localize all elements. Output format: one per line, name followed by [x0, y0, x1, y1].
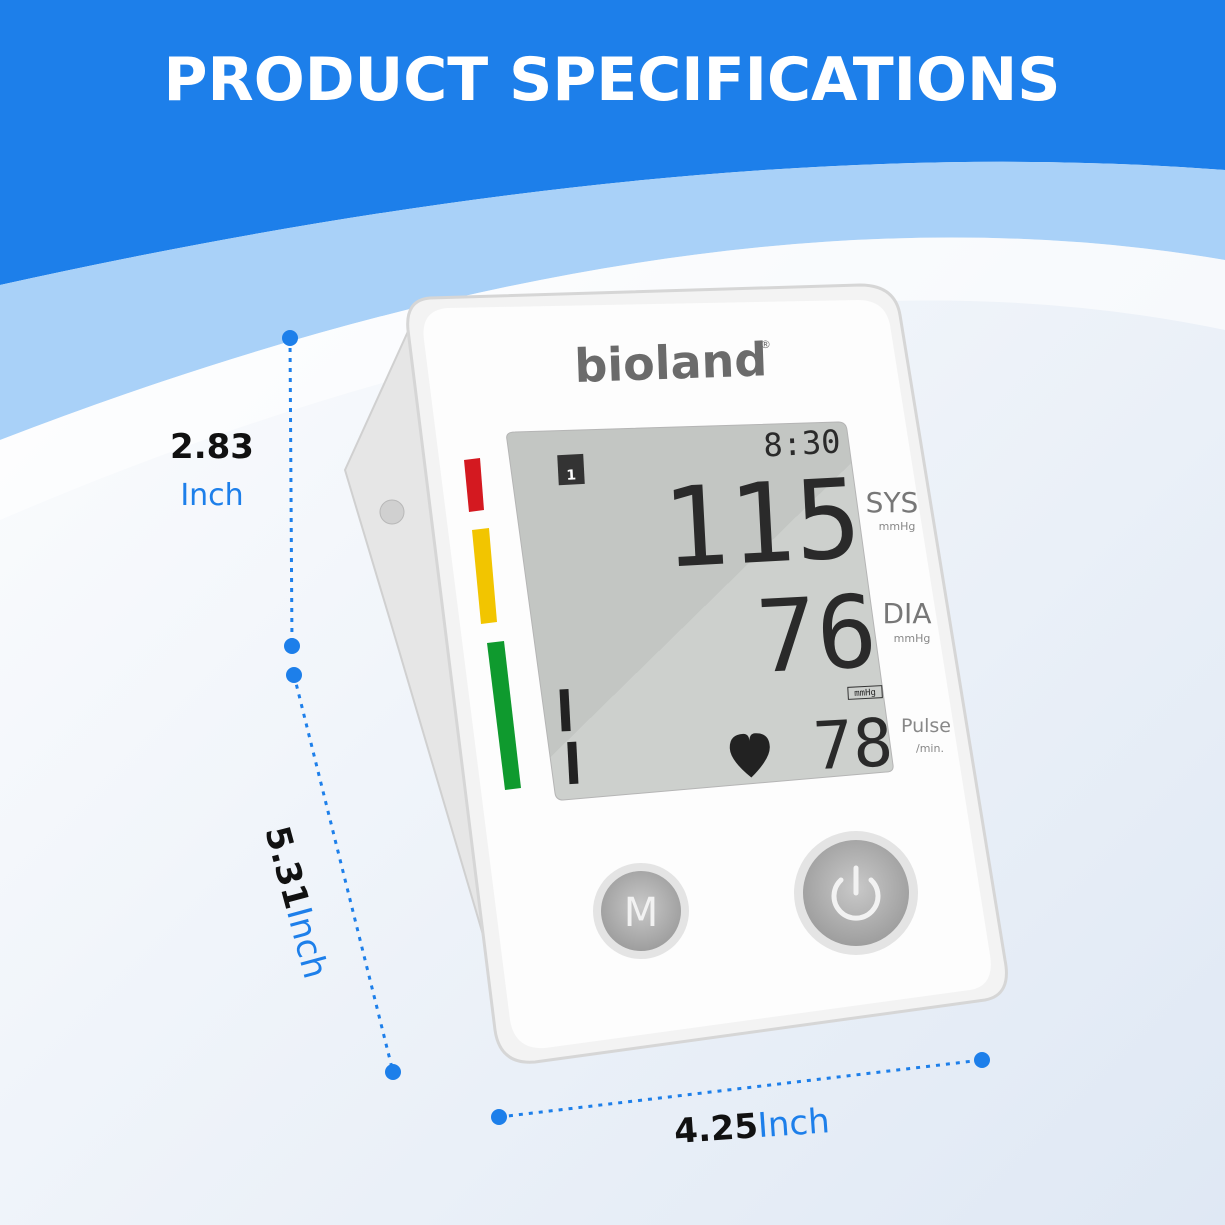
- brand: bioland: [573, 332, 768, 393]
- dim-unit: Inch: [180, 478, 243, 513]
- pulse-label: Pulse: [901, 715, 951, 737]
- dim-text: 4.25Inch: [673, 1101, 831, 1152]
- sys-label: SYS: [866, 486, 919, 519]
- dim-dot: [491, 1109, 507, 1125]
- bar-green: [487, 641, 521, 790]
- unit-box: [847, 685, 883, 700]
- bar-yellow: [472, 528, 497, 624]
- dim-line: [292, 674, 395, 1073]
- header-band: [0, 0, 1225, 285]
- dim-unit: Inch: [757, 1101, 831, 1146]
- sys-unit: mmHg: [879, 520, 916, 533]
- pulse-box-unit: mmHg: [854, 688, 876, 699]
- time: 8:30: [762, 422, 841, 464]
- bar-red: [464, 458, 484, 512]
- dim-dot: [282, 330, 298, 346]
- dim-value: 4.25: [673, 1106, 759, 1152]
- pulse-value: 78: [811, 704, 894, 785]
- dia-value: 76: [754, 573, 880, 696]
- heart: [729, 733, 770, 778]
- dim-dot: [284, 638, 300, 654]
- title: PRODUCT SPECIFICATIONS: [164, 45, 1061, 115]
- cuff-port: [379, 499, 405, 525]
- sys-value: 115: [659, 455, 864, 593]
- brand-mark: ®: [760, 338, 771, 351]
- level-seg: [567, 741, 579, 785]
- lcd: [506, 421, 894, 801]
- dim-dot: [974, 1052, 990, 1068]
- dia-label: DIA: [883, 597, 932, 630]
- pulse-unit: /min.: [916, 742, 944, 755]
- header-wave: [0, 161, 1225, 440]
- user-number: 1: [566, 467, 577, 483]
- power-icon: [831, 877, 881, 921]
- dim-dot: [286, 667, 302, 683]
- m-button-label: M: [624, 890, 659, 936]
- dim-line: [288, 337, 294, 647]
- dim-value: 2.83: [170, 427, 254, 467]
- m-button[interactable]: [601, 871, 681, 951]
- user-icon: [557, 453, 585, 486]
- level-seg: [559, 689, 571, 732]
- dim-line: [498, 1058, 983, 1119]
- dia-unit: mmHg: [894, 632, 931, 645]
- dim-dot: [385, 1064, 401, 1080]
